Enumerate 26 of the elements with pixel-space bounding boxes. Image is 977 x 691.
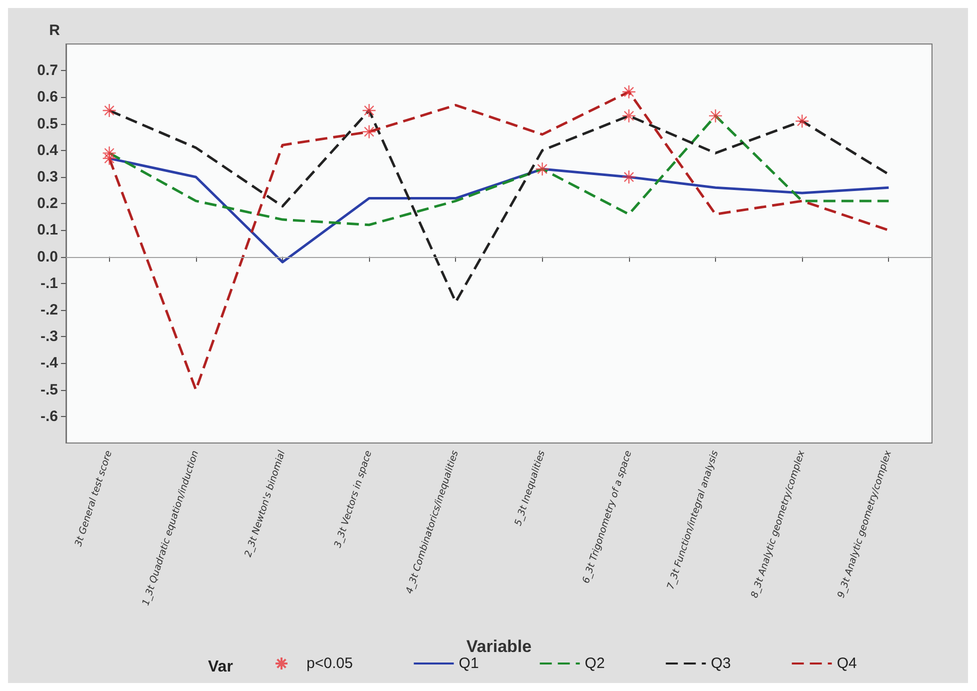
- legend-label: Q2: [584, 655, 605, 672]
- legend-label: Q3: [710, 655, 731, 672]
- legend-label: Q4: [836, 655, 857, 672]
- y-tick-label: -.6: [40, 408, 58, 425]
- x-axis-title: Variable: [466, 637, 532, 656]
- legend-title: Var: [208, 658, 233, 676]
- legend-label: p<0.05: [306, 655, 353, 672]
- y-tick-label: -.2: [40, 302, 58, 318]
- y-tick-label: 0.5: [37, 115, 58, 132]
- y-tick-label: 0.4: [37, 142, 59, 159]
- y-tick-label: 0.3: [37, 168, 58, 186]
- line-series: [108, 90, 890, 392]
- y-tick-label: -.3: [40, 328, 58, 346]
- y-tick-label: 0.1: [37, 222, 58, 239]
- line-series: [108, 114, 890, 226]
- y-tick-label: 0.6: [37, 88, 58, 106]
- line-series: [108, 109, 890, 304]
- y-tick-label: -.5: [40, 381, 58, 398]
- y-tick-label: -.1: [40, 274, 58, 292]
- legend-label: Q1: [458, 655, 479, 672]
- y-tick-label: 0.0: [37, 248, 58, 266]
- y-tick-label: 0.7: [37, 62, 58, 80]
- y-tick-label: -.4: [40, 354, 59, 372]
- line-series: [108, 157, 890, 264]
- y-axis-title: R: [49, 22, 60, 39]
- y-tick-label: 0.2: [37, 195, 58, 212]
